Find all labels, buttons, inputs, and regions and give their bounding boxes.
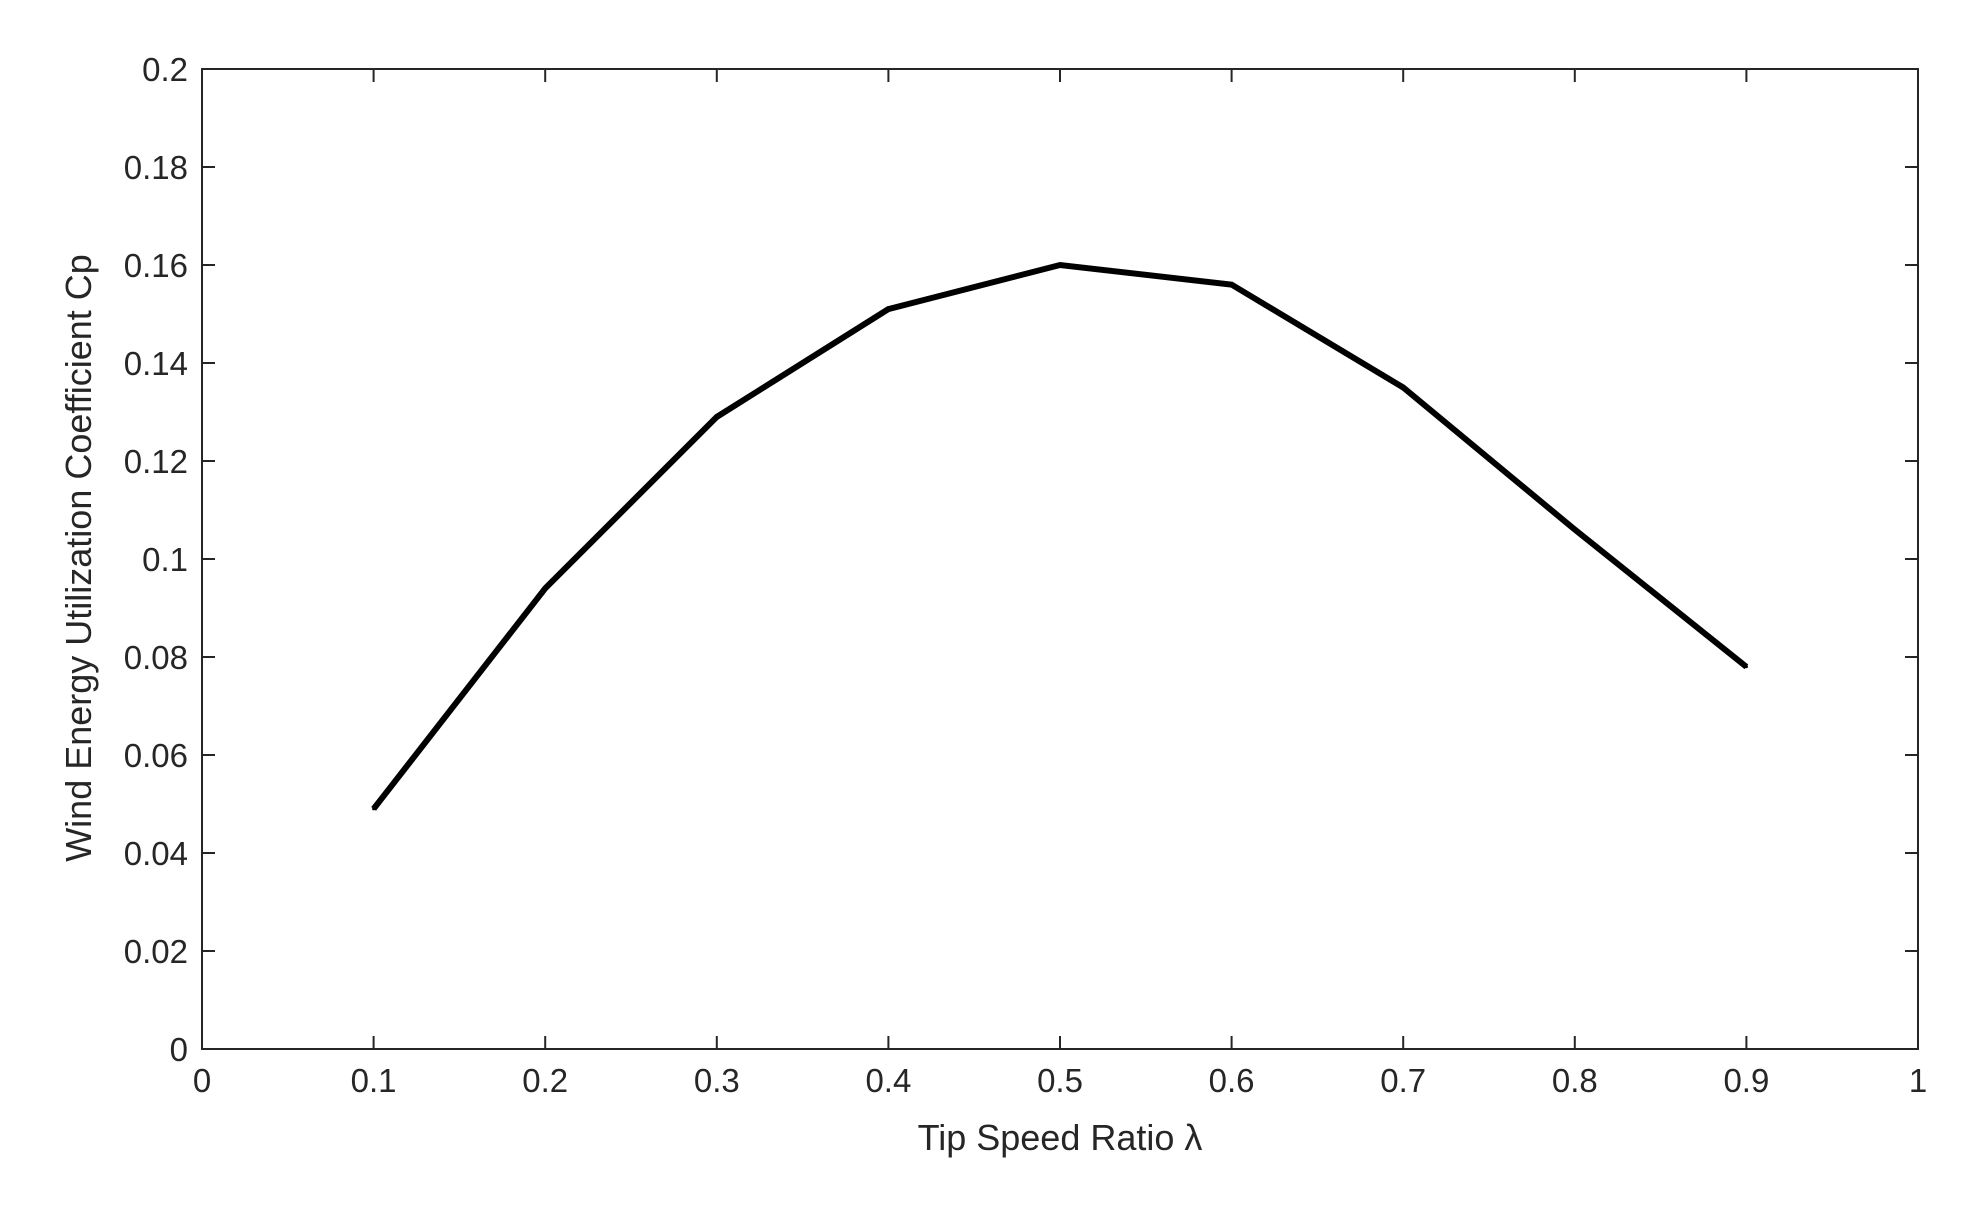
data-point bbox=[372, 807, 376, 811]
data-point bbox=[1744, 665, 1748, 669]
data-point bbox=[1230, 283, 1234, 287]
x-tick-label: 0.6 bbox=[1209, 1062, 1255, 1099]
y-tick-label: 0.08 bbox=[124, 639, 188, 676]
y-tick-label: 0.14 bbox=[124, 345, 188, 382]
data-point bbox=[886, 307, 890, 311]
x-axis-label: Tip Speed Ratio λ bbox=[918, 1117, 1203, 1158]
x-tick-label: 0.3 bbox=[694, 1062, 740, 1099]
y-tick-label: 0.04 bbox=[124, 835, 188, 872]
x-tick-label: 0.2 bbox=[522, 1062, 568, 1099]
x-tick-label: 0.4 bbox=[865, 1062, 911, 1099]
x-tick-label: 0.7 bbox=[1380, 1062, 1426, 1099]
y-axis-label: Wind Energy Utilization Coefficient Cp bbox=[58, 254, 99, 862]
data-point bbox=[543, 586, 547, 590]
x-tick-label: 0.9 bbox=[1723, 1062, 1769, 1099]
data-point bbox=[1058, 263, 1062, 267]
y-tick-label: 0.12 bbox=[124, 443, 188, 480]
x-tick-label: 0.1 bbox=[351, 1062, 397, 1099]
plot-area-frame bbox=[201, 68, 1919, 1050]
y-axis: 0 0.02 0.04 0.06 0.08 0.1 0.12 0.14 0.16 0.18 0.2 bbox=[124, 51, 1918, 1068]
y-tick-label: 0.1 bbox=[142, 541, 188, 578]
y-tick-label: 0.06 bbox=[124, 737, 188, 774]
x-tick-label: 1 bbox=[1909, 1062, 1927, 1099]
y-tick-label: 0 bbox=[170, 1031, 188, 1068]
data-point bbox=[1401, 386, 1405, 389]
data-point bbox=[715, 415, 719, 419]
x-tick-label: 0.5 bbox=[1037, 1062, 1083, 1099]
x-tick-label: 0 bbox=[193, 1062, 211, 1099]
series-layer bbox=[371, 261, 1749, 811]
y-tick-label: 0.2 bbox=[142, 51, 188, 88]
x-tick-label: 0.8 bbox=[1552, 1062, 1598, 1099]
y-tick-label: 0.16 bbox=[124, 247, 188, 284]
y-tick-label: 0.02 bbox=[124, 933, 188, 970]
x-axis: 0 0.1 0.2 0.3 0.4 0.5 0.6 0.7 0.8 0.9 1 bbox=[193, 69, 1927, 1099]
data-point bbox=[1573, 528, 1577, 532]
y-tick-label: 0.18 bbox=[124, 149, 188, 186]
